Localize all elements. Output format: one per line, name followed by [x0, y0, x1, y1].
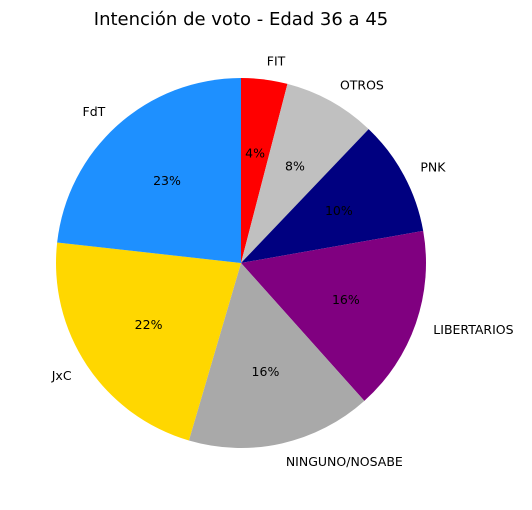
slice-percent-fit: 4%	[245, 145, 265, 160]
slice-percent-jxc: 22%	[135, 317, 163, 332]
pie-slice-jxc	[55, 242, 241, 441]
slice-label-fit: FIT	[267, 54, 286, 69]
slice-percent-ninguno-nosabe: 16%	[252, 364, 280, 379]
slice-label-fdt: FdT	[83, 104, 106, 119]
pie-slice-otros	[241, 83, 369, 263]
pie-slice-ninguno-nosabe	[188, 263, 365, 448]
slice-label-otros: OTROS	[340, 78, 384, 93]
pie-labels: FIT 4% OTROS 8% PNK 10% LIBERTARIOS 16% NINGUNO/…	[51, 54, 514, 469]
slice-label-ninguno-nosabe: NINGUNO/NOSABE	[286, 454, 403, 469]
slice-label-libertarios: LIBERTARIOS	[433, 322, 513, 337]
pie-slice-fdt	[57, 78, 241, 263]
slice-label-pnk: PNK	[420, 159, 446, 174]
pie-slice-pnk	[241, 129, 424, 263]
pie-slice-libertarios	[241, 230, 426, 401]
chart-title: Intención de voto - Edad 36 a 45	[94, 9, 388, 30]
pie-slices	[55, 78, 426, 448]
slice-percent-pnk: 10%	[325, 203, 353, 218]
pie-slice-fit	[241, 78, 288, 263]
slice-percent-otros: 8%	[285, 159, 305, 174]
slice-percent-libertarios: 16%	[332, 292, 360, 307]
slice-label-jxc: JxC	[51, 368, 72, 383]
slice-percent-fdt: 23%	[153, 173, 181, 188]
